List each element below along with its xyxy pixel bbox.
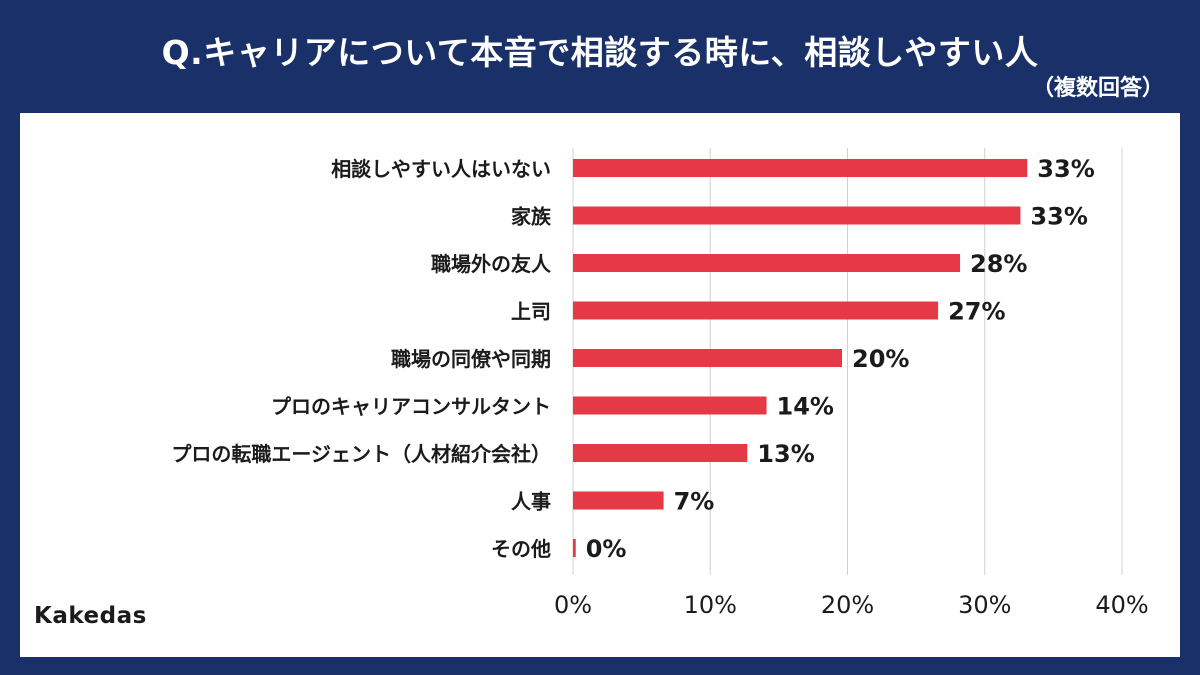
- category-label: 人事: [511, 490, 551, 514]
- kakedas-logo: Kakedas: [34, 603, 147, 629]
- bar: [573, 159, 1028, 177]
- bar-chart: 0% 10% 20% 30% 40% 相談しやすい人はいない 33% 家族 33% 職場外の友人 2…: [171, 148, 1149, 619]
- x-tick-label: 10%: [684, 591, 737, 619]
- category-label: プロの転職エージェント（人材紹介会社）: [171, 442, 551, 466]
- x-tick-label: 30%: [958, 591, 1011, 619]
- data-label: 0%: [586, 535, 627, 563]
- category-label: その他: [491, 537, 551, 561]
- data-label: 14%: [777, 393, 834, 421]
- data-label: 7%: [674, 488, 715, 516]
- category-label: 家族: [511, 205, 552, 229]
- data-label: 20%: [852, 345, 909, 373]
- bar: [573, 444, 748, 462]
- x-tick-label: 40%: [1095, 591, 1148, 619]
- category-label: 相談しやすい人はいない: [331, 157, 551, 181]
- chart-title: Q.キャリアについて本音で相談する時に、相談しやすい人: [161, 33, 1039, 72]
- category-label: 職場の同僚や同期: [391, 347, 551, 371]
- bar: [573, 349, 843, 367]
- chart-panel: 0% 10% 20% 30% 40% 相談しやすい人はいない 33% 家族 33% 職場外の友人 2…: [20, 113, 1180, 657]
- data-label: 27%: [948, 298, 1005, 326]
- x-tick-label: 20%: [821, 591, 874, 619]
- data-label: 33%: [1030, 203, 1087, 231]
- data-label: 33%: [1037, 155, 1094, 183]
- bar: [573, 396, 767, 415]
- category-label: 職場外の友人: [431, 252, 552, 276]
- bar: [573, 254, 961, 272]
- category-label: 上司: [511, 300, 551, 324]
- x-tick-label: 0%: [554, 591, 592, 619]
- chart-subtitle: （複数回答）: [1031, 76, 1164, 101]
- bar: [573, 491, 664, 510]
- category-label: プロのキャリアコンサルタント: [271, 395, 551, 419]
- data-label: 28%: [970, 250, 1027, 278]
- data-label: 13%: [757, 440, 814, 468]
- bar: [573, 206, 1021, 225]
- bar: [573, 539, 576, 557]
- bar: [573, 301, 939, 320]
